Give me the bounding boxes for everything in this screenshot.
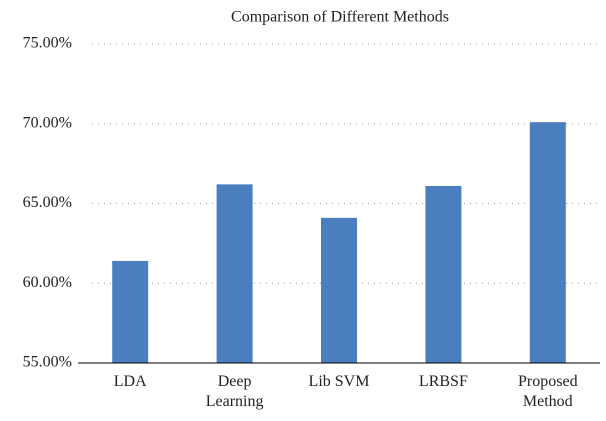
bar xyxy=(321,217,357,363)
x-tick-label: Proposed Method xyxy=(518,373,578,410)
x-tick-label: LRBSF xyxy=(418,373,468,390)
x-tick-label: Deep Learning xyxy=(205,373,264,410)
x-tick-label: LDA xyxy=(113,373,147,390)
y-tick-label: 60.00% xyxy=(23,274,72,291)
bar xyxy=(425,185,462,363)
bar xyxy=(529,122,566,363)
y-tick-label: 75.00% xyxy=(23,35,72,52)
chart-title: Comparison of Different Methods xyxy=(231,9,449,26)
x-tick-label: Lib SVM xyxy=(308,373,370,390)
y-tick-label: 55.00% xyxy=(23,354,72,371)
y-tick-label: 70.00% xyxy=(23,114,72,131)
bar xyxy=(216,184,253,363)
y-tick-label: 65.00% xyxy=(23,194,72,211)
bar xyxy=(112,260,149,363)
